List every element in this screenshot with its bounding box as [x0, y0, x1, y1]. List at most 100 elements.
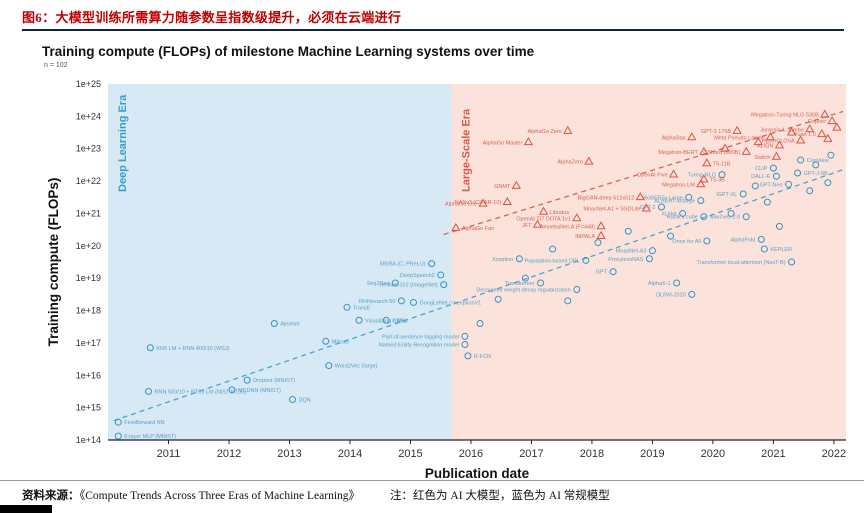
footer-divider [0, 480, 864, 481]
data-point-regular [827, 151, 835, 159]
data-point-large [596, 221, 606, 230]
data-point-regular [289, 396, 296, 404]
data-point-label: Libratus [550, 210, 570, 216]
data-point-large [478, 198, 488, 207]
x-tick-label: 2014 [338, 448, 362, 460]
data-point-label: Transformer local-attention (NesT-B) [697, 260, 786, 266]
data-point-large [699, 174, 709, 183]
data-point-label: GPT [596, 270, 608, 276]
data-point-regular [243, 376, 251, 384]
data-point-label: Megatron-Turing NLG 530B [751, 113, 819, 119]
data-point-large [741, 146, 751, 155]
data-point-regular [146, 344, 154, 352]
data-point-regular [718, 171, 726, 179]
data-point-large [635, 192, 645, 201]
data-point-large [753, 137, 763, 146]
data-point-label: Megatron-BERT [658, 150, 698, 156]
data-point-regular [645, 255, 653, 263]
data-point-regular [521, 274, 529, 282]
data-point-label: AlphaGo Fan [462, 226, 494, 232]
data-point-regular [812, 161, 820, 169]
data-point-label: DQN [299, 398, 311, 404]
data-point-label: ProxylessNAS [608, 257, 643, 263]
data-point-label: NASv3 (CIFAR-10) [455, 200, 502, 206]
data-point-regular [673, 279, 681, 287]
data-point-large [732, 125, 742, 134]
data-point-label: RNN 500/10 + RT09 LM (NIST RT05) [155, 389, 247, 395]
data-point-label: AlphaZero [558, 160, 583, 166]
y-axis-title: Training compute (FLOPs) [46, 178, 61, 347]
data-point-regular [727, 209, 735, 217]
data-point-large [699, 146, 709, 155]
data-point-label: MnasNet-A1 + SSDLite [583, 207, 640, 213]
data-point-regular [494, 295, 502, 303]
y-tick-label: 1e+19 [76, 273, 101, 283]
y-tick-label: 1e+24 [76, 111, 101, 121]
data-point-regular [806, 187, 814, 195]
data-point-label: GANs [392, 318, 407, 324]
data-point-label: Feedforward NN [124, 420, 164, 426]
data-point-label: RoBERTa Large [643, 195, 683, 201]
data-point-label: DLRM-2020 [656, 292, 686, 298]
data-point-label: MSRA (C, PReLU) [380, 262, 426, 268]
data-point-regular [788, 258, 796, 266]
data-point-regular [397, 297, 405, 305]
era-region-deep-learning [108, 84, 452, 440]
data-point-label: Decoupled weight decay regularization [476, 288, 570, 294]
data-point-large [596, 230, 606, 240]
data-point-regular [763, 198, 771, 206]
data-point-regular [609, 268, 617, 276]
data-point-large [502, 196, 512, 206]
data-point-regular [769, 164, 777, 172]
data-point-label: IMPALA [575, 234, 595, 240]
data-point-label: GPT-2 [640, 205, 656, 211]
x-tick-label: 2016 [459, 448, 483, 460]
y-tick-label: 1e+22 [76, 176, 101, 186]
data-point-large [584, 156, 594, 165]
data-point-regular [515, 255, 523, 263]
data-point-large [795, 135, 806, 144]
data-point-large [817, 128, 827, 138]
data-point-regular [114, 432, 122, 440]
data-point-label: Word2Vec (large) [335, 364, 378, 370]
data-point-label: OpenAI TI7 DOTA 1v1 [516, 216, 571, 222]
data-point-regular [573, 286, 581, 294]
data-point-label: Visualizing CNNs [365, 318, 408, 324]
x-tick-label: 2018 [580, 448, 604, 460]
data-point-label: Turing-NLG [687, 173, 716, 179]
data-point-regular [624, 227, 632, 235]
data-point-regular [794, 169, 802, 177]
data-point-label: Switch [754, 155, 770, 161]
data-point-label: XLNet [661, 211, 677, 217]
sample-size-label: n = 102 [44, 62, 68, 69]
data-point-large [511, 180, 521, 189]
data-point-label: CogView [807, 158, 829, 164]
data-point-label: wav2vec 2.0 [709, 215, 741, 221]
data-point-regular [476, 319, 484, 327]
data-point-label: Once for All [672, 239, 700, 245]
source-title: 《Compute Trends Across Three Eras of Mac… [79, 490, 361, 502]
data-point-regular [564, 297, 572, 305]
y-tick-label: 1e+18 [76, 306, 101, 316]
data-point-large [696, 179, 706, 188]
data-point-large [532, 219, 543, 228]
data-point-large [771, 151, 782, 160]
data-point-label: GPT-Neo [760, 182, 783, 188]
x-tick-label: 2022 [822, 448, 846, 460]
data-point-label: AlphaGo Lee [445, 202, 477, 208]
data-point-label: T5-11B [713, 161, 731, 167]
data-point-regular [343, 303, 351, 311]
data-point-regular [461, 341, 469, 349]
data-point-regular [824, 179, 832, 187]
data-point-label: Transformer [505, 281, 535, 287]
data-point-label: GShard (600B) [703, 150, 740, 156]
y-tick-label: 1e+20 [76, 241, 101, 251]
era-label-large-scale: Large-Scale Era [461, 108, 473, 192]
data-point-regular [679, 209, 687, 217]
data-point-label: Gopher [808, 119, 827, 125]
y-tick-label: 1e+14 [76, 435, 101, 445]
data-point-regular [145, 387, 153, 395]
data-point-label: AlphaX-1 [648, 281, 671, 287]
data-point-label: GNMT [494, 184, 511, 190]
